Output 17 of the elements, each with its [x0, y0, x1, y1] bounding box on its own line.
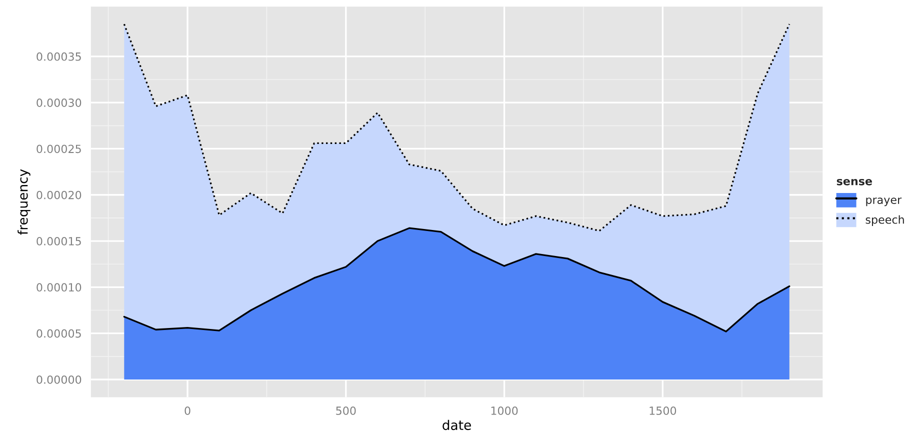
y-tick-label: 0.00000 [36, 375, 82, 384]
x-tick-label: 500 [336, 406, 356, 415]
x-axis-title: date [442, 420, 471, 430]
y-tick-label: 0.00015 [36, 237, 81, 246]
legend-label: speech [866, 215, 904, 226]
y-axis-title: frequency [18, 169, 30, 235]
y-tick-label: 0.00030 [36, 98, 82, 107]
y-tick-label: 0.00005 [36, 329, 81, 338]
y-tick-label: 0.00025 [36, 144, 81, 154]
x-tick-label: 1500 [650, 406, 676, 415]
legend-title: sense [836, 178, 872, 186]
x-tick-label: 1000 [491, 406, 518, 415]
y-tick-label: 0.00010 [36, 283, 82, 292]
y-tick-label: 0.00020 [36, 190, 82, 200]
y-tick-label: 0.00035 [36, 52, 81, 61]
legend-label: prayer [866, 198, 902, 206]
x-tick-label: 0 [184, 406, 190, 415]
